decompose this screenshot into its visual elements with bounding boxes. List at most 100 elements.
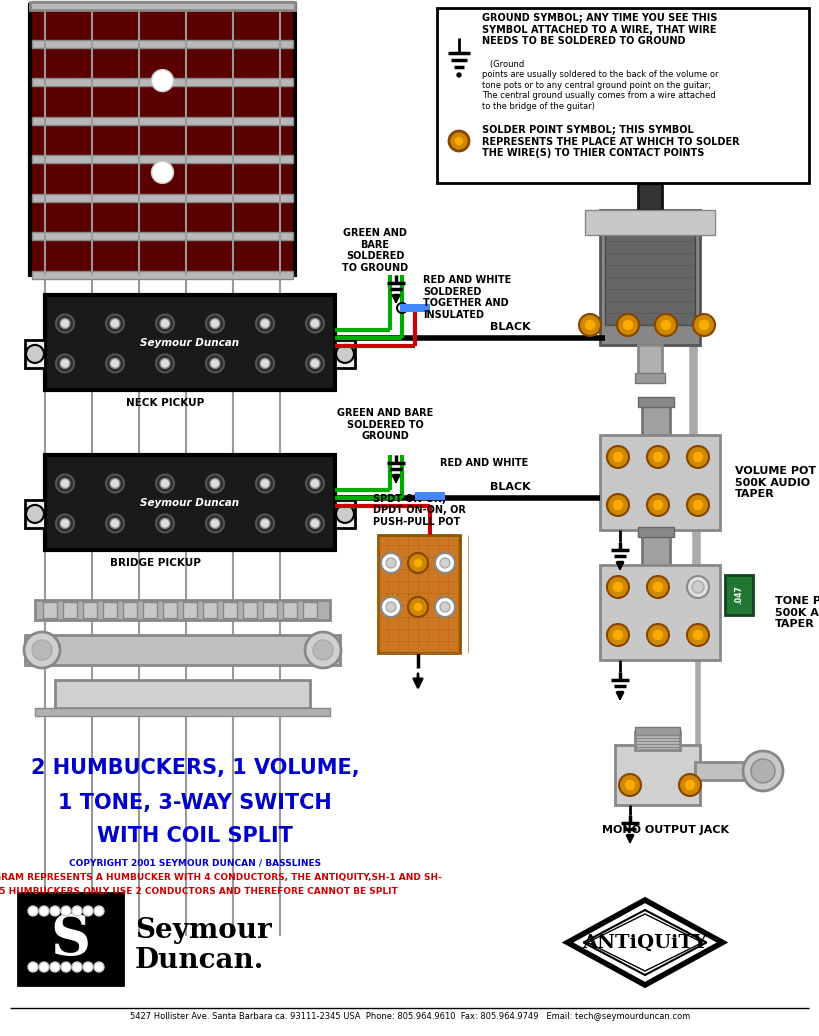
Bar xyxy=(163,602,177,618)
Polygon shape xyxy=(568,900,722,985)
Circle shape xyxy=(440,602,450,612)
Circle shape xyxy=(397,303,407,313)
Circle shape xyxy=(692,499,704,511)
Circle shape xyxy=(607,447,629,468)
Text: MONO OUTPUT JACK: MONO OUTPUT JACK xyxy=(601,825,728,835)
Circle shape xyxy=(684,779,696,792)
Circle shape xyxy=(408,553,428,573)
Bar xyxy=(335,500,355,528)
Circle shape xyxy=(94,906,104,916)
Bar xyxy=(600,435,720,530)
Bar xyxy=(400,304,430,312)
Circle shape xyxy=(687,494,709,516)
Bar xyxy=(18,893,123,985)
Bar xyxy=(638,155,662,210)
Circle shape xyxy=(156,515,174,533)
Bar xyxy=(638,397,674,407)
Circle shape xyxy=(24,632,60,668)
Circle shape xyxy=(454,136,464,146)
Circle shape xyxy=(305,632,341,668)
Circle shape xyxy=(435,553,455,573)
Circle shape xyxy=(440,558,450,568)
Circle shape xyxy=(56,315,74,333)
Text: RED AND WHITE
SOLDERED
TOGETHER AND
INSULATED: RED AND WHITE SOLDERED TOGETHER AND INSU… xyxy=(423,275,511,320)
Circle shape xyxy=(310,318,320,328)
Circle shape xyxy=(72,906,82,916)
Circle shape xyxy=(647,447,669,468)
Bar xyxy=(32,232,293,240)
Circle shape xyxy=(306,354,324,372)
Circle shape xyxy=(256,515,274,533)
Circle shape xyxy=(256,474,274,492)
Circle shape xyxy=(56,474,74,492)
Bar xyxy=(45,295,335,390)
Text: SPDT ON-ON,
DPDT ON-ON, OR
PUSH-PULL POT: SPDT ON-ON, DPDT ON-ON, OR PUSH-PULL POT xyxy=(373,494,466,527)
Circle shape xyxy=(743,751,783,792)
Text: 2 HUMBUCKERS, 1 VOLUME,: 2 HUMBUCKERS, 1 VOLUME, xyxy=(30,758,360,778)
Circle shape xyxy=(624,779,636,792)
Circle shape xyxy=(619,774,641,796)
Bar xyxy=(600,210,700,345)
Circle shape xyxy=(579,314,601,336)
Bar xyxy=(55,680,310,708)
Bar xyxy=(32,117,293,124)
Circle shape xyxy=(26,345,44,363)
Circle shape xyxy=(152,69,174,91)
Circle shape xyxy=(617,314,639,336)
Circle shape xyxy=(156,315,174,333)
Bar xyxy=(143,602,157,618)
Circle shape xyxy=(647,624,669,646)
Text: 55 HUMBUCKERS ONLY USE 2 CONDUCTORS AND THEREFORE CANNOT BE SPLIT: 55 HUMBUCKERS ONLY USE 2 CONDUCTORS AND … xyxy=(0,887,397,896)
Bar xyxy=(615,745,700,805)
Circle shape xyxy=(652,451,664,463)
Circle shape xyxy=(310,518,320,528)
Bar xyxy=(30,5,295,275)
Circle shape xyxy=(386,602,396,612)
Circle shape xyxy=(110,318,120,328)
Circle shape xyxy=(652,581,664,593)
Text: GREEN AND
BARE
SOLDERED
TO GROUND: GREEN AND BARE SOLDERED TO GROUND xyxy=(342,228,408,272)
Text: Seymour: Seymour xyxy=(135,918,272,945)
Bar xyxy=(45,455,335,550)
Bar xyxy=(635,727,680,735)
Circle shape xyxy=(61,906,71,916)
Text: COPYRIGHT 2001 SEYMOUR DUNCAN / BASSLINES: COPYRIGHT 2001 SEYMOUR DUNCAN / BASSLINE… xyxy=(69,858,321,867)
Text: 5427 Hollister Ave. Santa Barbara ca. 93111-2345 USA  Phone: 805.964.9610  Fax: : 5427 Hollister Ave. Santa Barbara ca. 93… xyxy=(130,1012,690,1021)
Bar xyxy=(25,340,45,368)
Bar xyxy=(32,194,293,202)
Text: Duncan.: Duncan. xyxy=(135,948,265,975)
Text: (Ground
points are usually soldered to the back of the volume or
tone pots or to: (Ground points are usually soldered to t… xyxy=(482,60,718,111)
Bar xyxy=(303,602,317,618)
Bar xyxy=(600,565,720,660)
Bar xyxy=(25,635,340,665)
Circle shape xyxy=(687,624,709,646)
Bar xyxy=(183,602,197,618)
Bar xyxy=(263,602,277,618)
Circle shape xyxy=(210,479,220,489)
Circle shape xyxy=(106,474,124,492)
Circle shape xyxy=(306,315,324,333)
Circle shape xyxy=(612,499,624,511)
Circle shape xyxy=(687,447,709,468)
Bar xyxy=(32,78,293,86)
Text: BRIDGE PICKUP: BRIDGE PICKUP xyxy=(110,558,201,568)
Circle shape xyxy=(692,451,704,463)
Circle shape xyxy=(687,576,709,598)
Circle shape xyxy=(435,597,455,617)
Circle shape xyxy=(110,358,120,369)
Circle shape xyxy=(306,474,324,492)
Circle shape xyxy=(260,318,270,328)
Circle shape xyxy=(72,962,82,972)
Circle shape xyxy=(408,597,428,617)
Circle shape xyxy=(381,553,401,573)
Circle shape xyxy=(612,629,624,641)
Circle shape xyxy=(457,73,461,77)
Text: BLACK: BLACK xyxy=(490,321,531,332)
Bar xyxy=(32,39,293,48)
Circle shape xyxy=(652,499,664,511)
Circle shape xyxy=(60,358,70,369)
Text: 1 TONE, 3-WAY SWITCH: 1 TONE, 3-WAY SWITCH xyxy=(58,793,332,813)
Text: TONE POT
500K AUDIO
TAPER: TONE POT 500K AUDIO TAPER xyxy=(775,596,819,629)
Circle shape xyxy=(28,962,38,972)
Bar xyxy=(638,527,674,537)
